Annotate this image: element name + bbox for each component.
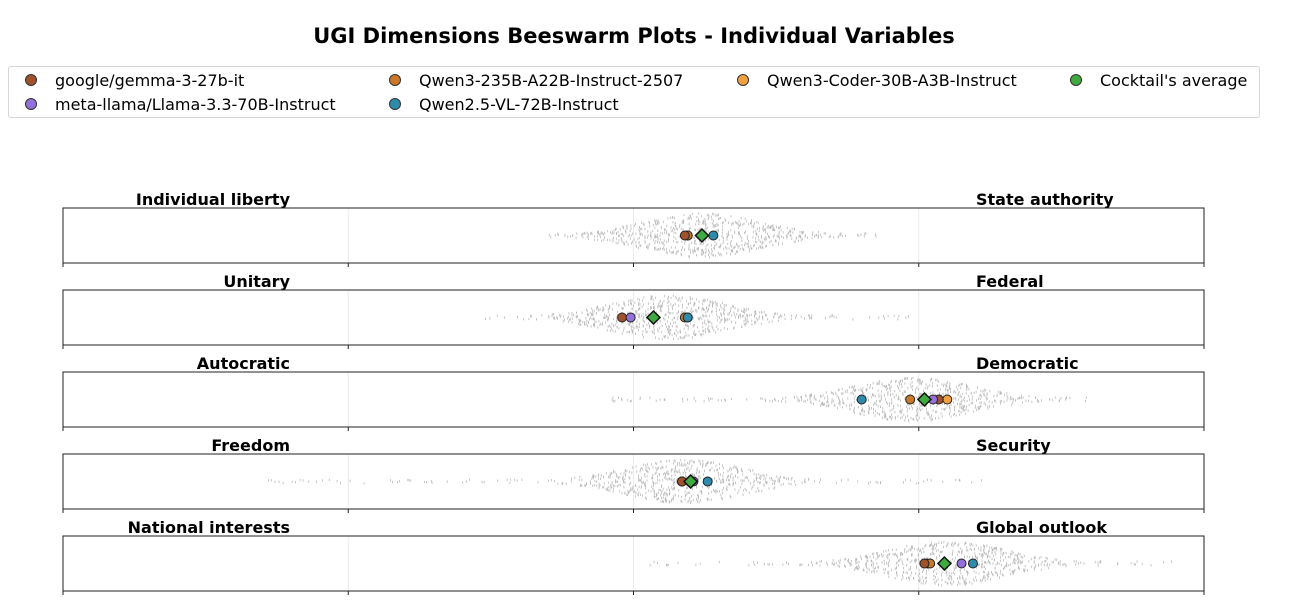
- panel-2: Unitary Federal: [62, 272, 1205, 349]
- average-marker: [694, 227, 710, 244]
- model-point: [708, 230, 719, 241]
- right-dimension-label: State authority: [976, 190, 1114, 209]
- model-point: [956, 558, 967, 569]
- model-point: [919, 558, 930, 569]
- left-dimension-label: National interests: [128, 518, 290, 537]
- legend-marker-icon: [737, 73, 749, 86]
- right-dimension-label: Global outlook: [976, 518, 1107, 537]
- average-marker: [645, 309, 662, 326]
- model-point: [625, 312, 636, 323]
- legend-marker-icon: [389, 73, 401, 86]
- legend-marker-icon: [389, 97, 401, 110]
- right-dimension-label: Federal: [976, 272, 1044, 291]
- model-point: [967, 558, 978, 569]
- panel-5: National interests Global outlook: [62, 518, 1205, 595]
- panel-3: Autocratic Democratic: [62, 354, 1205, 431]
- legend-entry: Qwen3-Coder-30B-A3B-Instruct: [737, 71, 1017, 90]
- model-point: [702, 476, 713, 487]
- legend-entry: Qwen2.5-VL-72B-Instruct: [389, 95, 619, 114]
- left-dimension-label: Autocratic: [197, 354, 290, 373]
- legend-label: google/gemma-3-27b-it: [55, 71, 245, 90]
- legend-entry: Qwen3-235B-A22B-Instruct-2507: [389, 71, 683, 90]
- model-point: [682, 312, 693, 323]
- legend-entry: Cocktail's average: [1070, 71, 1247, 90]
- legend-marker-icon: [25, 97, 37, 110]
- left-dimension-label: Unitary: [223, 272, 290, 291]
- average-marker: [682, 473, 699, 490]
- legend-marker-icon: [1070, 73, 1082, 86]
- average-marker: [936, 555, 952, 572]
- right-dimension-label: Security: [976, 436, 1051, 455]
- legend-marker-icon: [25, 73, 37, 86]
- legend-label: Qwen3-235B-A22B-Instruct-2507: [419, 71, 684, 90]
- model-point: [679, 230, 690, 241]
- model-point: [905, 394, 916, 405]
- panel-1: Individual liberty State authority: [62, 190, 1205, 267]
- legend-entry: google/gemma-3-27b-it: [25, 71, 244, 90]
- left-dimension-label: Individual liberty: [136, 190, 291, 209]
- legend-label: Cocktail's average: [1100, 71, 1248, 90]
- right-dimension-label: Democratic: [976, 354, 1079, 373]
- model-point: [942, 394, 953, 405]
- model-point: [617, 312, 628, 323]
- legend-label: meta-llama/Llama-3.3-70B-Instruct: [55, 95, 336, 114]
- legend-label: Qwen3-Coder-30B-A3B-Instruct: [767, 71, 1017, 90]
- legend-label: Qwen2.5-VL-72B-Instruct: [419, 95, 619, 114]
- average-marker: [916, 391, 933, 408]
- model-point: [856, 394, 867, 405]
- panel-4: Freedom Security: [62, 436, 1205, 513]
- legend-entry: meta-llama/Llama-3.3-70B-Instruct: [25, 95, 336, 114]
- left-dimension-label: Freedom: [211, 436, 290, 455]
- chart-title: UGI Dimensions Beeswarm Plots - Individu…: [313, 24, 955, 48]
- legend: google/gemma-3-27b-it Qwen3-235B-A22B-In…: [8, 66, 1260, 118]
